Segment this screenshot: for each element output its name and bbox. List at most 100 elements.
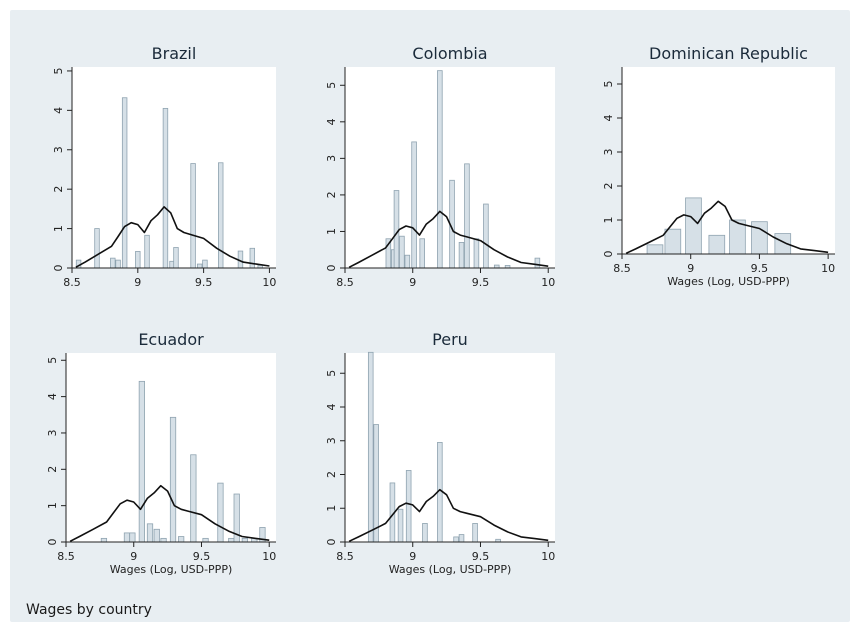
x-tick-label: 8.5 (613, 262, 631, 275)
x-tick-label: 9.5 (193, 550, 211, 563)
y-tick-label: 1 (602, 217, 615, 224)
y-tick-label: 0 (52, 265, 65, 272)
y-tick-label: 2 (46, 466, 59, 473)
histogram-bar (483, 203, 489, 269)
histogram-bar (115, 259, 121, 269)
y-tick-label: 1 (325, 228, 338, 235)
x-tick-label: 9 (134, 276, 141, 289)
y-tick-label: 5 (325, 82, 338, 89)
histogram-bar (202, 537, 209, 543)
y-tick-label: 4 (46, 393, 59, 400)
histogram-bar (196, 263, 203, 269)
y-tick-label: 0 (325, 265, 338, 272)
panel-title: Brazil (152, 44, 197, 63)
y-tick-label: 1 (46, 502, 59, 509)
chart-panel-1: Colombia 8.5 9 9.5 10 0 1 2 3 4 5 (325, 44, 555, 289)
histogram-bar (160, 537, 167, 543)
density-line (69, 484, 270, 543)
histogram-bar (393, 190, 400, 269)
figure-note: Wages by country (26, 602, 152, 618)
x-tick-label: 9 (130, 550, 137, 563)
y-tick-label: 3 (325, 437, 338, 444)
histogram-bar (419, 238, 425, 269)
y-tick-label: 5 (52, 67, 65, 74)
x-axis-title: Wages (Log, USD-PPP) (389, 563, 512, 576)
y-tick-label: 5 (325, 370, 338, 377)
y-tick-label: 5 (602, 81, 615, 88)
panel-title: Colombia (412, 44, 487, 63)
y-tick-label: 2 (325, 471, 338, 478)
histogram-bar (110, 257, 116, 269)
histogram-bar (202, 259, 208, 269)
histogram-bar (405, 470, 412, 543)
y-tick-label: 2 (325, 191, 338, 198)
histogram-bar (178, 536, 185, 543)
x-tick-label: 9.5 (751, 262, 769, 275)
histogram-bar (397, 508, 404, 543)
histogram-bar (94, 228, 100, 269)
density-line (75, 206, 270, 268)
y-tick-label: 0 (325, 539, 338, 546)
x-axis-title: Wages (Log, USD-PPP) (110, 563, 233, 576)
y-tick-label: 4 (325, 404, 338, 411)
histogram-bar (472, 523, 478, 543)
density-line (348, 488, 549, 543)
x-axis-title: Wages (Log, USD-PPP) (667, 275, 790, 288)
x-tick-label: 9.5 (195, 276, 213, 289)
density-line (625, 200, 829, 255)
histogram-bar (121, 97, 128, 269)
histogram-bar (422, 523, 428, 543)
x-tick-label: 9 (409, 276, 416, 289)
histogram-bar (123, 532, 131, 543)
chart-panel-2: Dominican Republic 8.5 9 9.5 10 0 1 2 3 4 5 Wages (… (602, 44, 835, 288)
histogram-bar (241, 537, 248, 543)
histogram-bar (399, 235, 405, 269)
y-tick-label: 3 (46, 429, 59, 436)
histogram-bar (453, 536, 459, 543)
panel-title: Ecuador (138, 330, 204, 349)
x-tick-label: 9 (687, 262, 694, 275)
panel-title: Dominican Republic (649, 44, 808, 63)
histogram-bar (138, 380, 145, 543)
histogram-bar (404, 254, 411, 269)
y-tick-label: 0 (46, 539, 59, 546)
panel-title: Peru (432, 330, 468, 349)
histogram-bar (664, 228, 682, 255)
histogram-bar (411, 141, 417, 269)
histogram-bar (473, 238, 480, 269)
histogram-bar (169, 416, 177, 543)
y-tick-label: 4 (325, 118, 338, 125)
histogram-bar (135, 251, 141, 269)
y-tick-label: 4 (52, 107, 65, 114)
y-tick-label: 3 (52, 146, 65, 153)
histogram-bar (190, 454, 197, 543)
plot-area (622, 67, 835, 254)
y-tick-label: 2 (602, 183, 615, 190)
y-tick-label: 4 (602, 115, 615, 122)
y-tick-label: 1 (52, 225, 65, 232)
histogram-bar (146, 523, 154, 543)
histogram-bar (217, 482, 224, 543)
histogram-bar (100, 537, 108, 543)
histogram-bar (685, 197, 702, 255)
histogram-bar (373, 424, 379, 543)
x-tick-label: 10 (541, 276, 555, 289)
y-tick-label: 0 (602, 251, 615, 258)
chart-panel-0: Brazil 8.5 9 9.5 10 0 1 2 3 4 5 (52, 44, 276, 289)
histogram-bar (367, 351, 374, 543)
x-tick-label: 8.5 (336, 276, 354, 289)
histogram-bar (153, 528, 160, 543)
histogram-bar (249, 247, 256, 269)
histogram-bar (646, 244, 664, 255)
y-tick-label: 1 (325, 505, 338, 512)
x-tick-label: 9.5 (472, 276, 490, 289)
y-tick-label: 3 (325, 155, 338, 162)
histogram-bar (129, 532, 136, 543)
histogram-bar (464, 163, 470, 269)
x-tick-label: 10 (262, 276, 276, 289)
histogram-bar (437, 70, 443, 269)
x-tick-label: 8.5 (336, 550, 354, 563)
x-tick-label: 9 (409, 550, 416, 563)
